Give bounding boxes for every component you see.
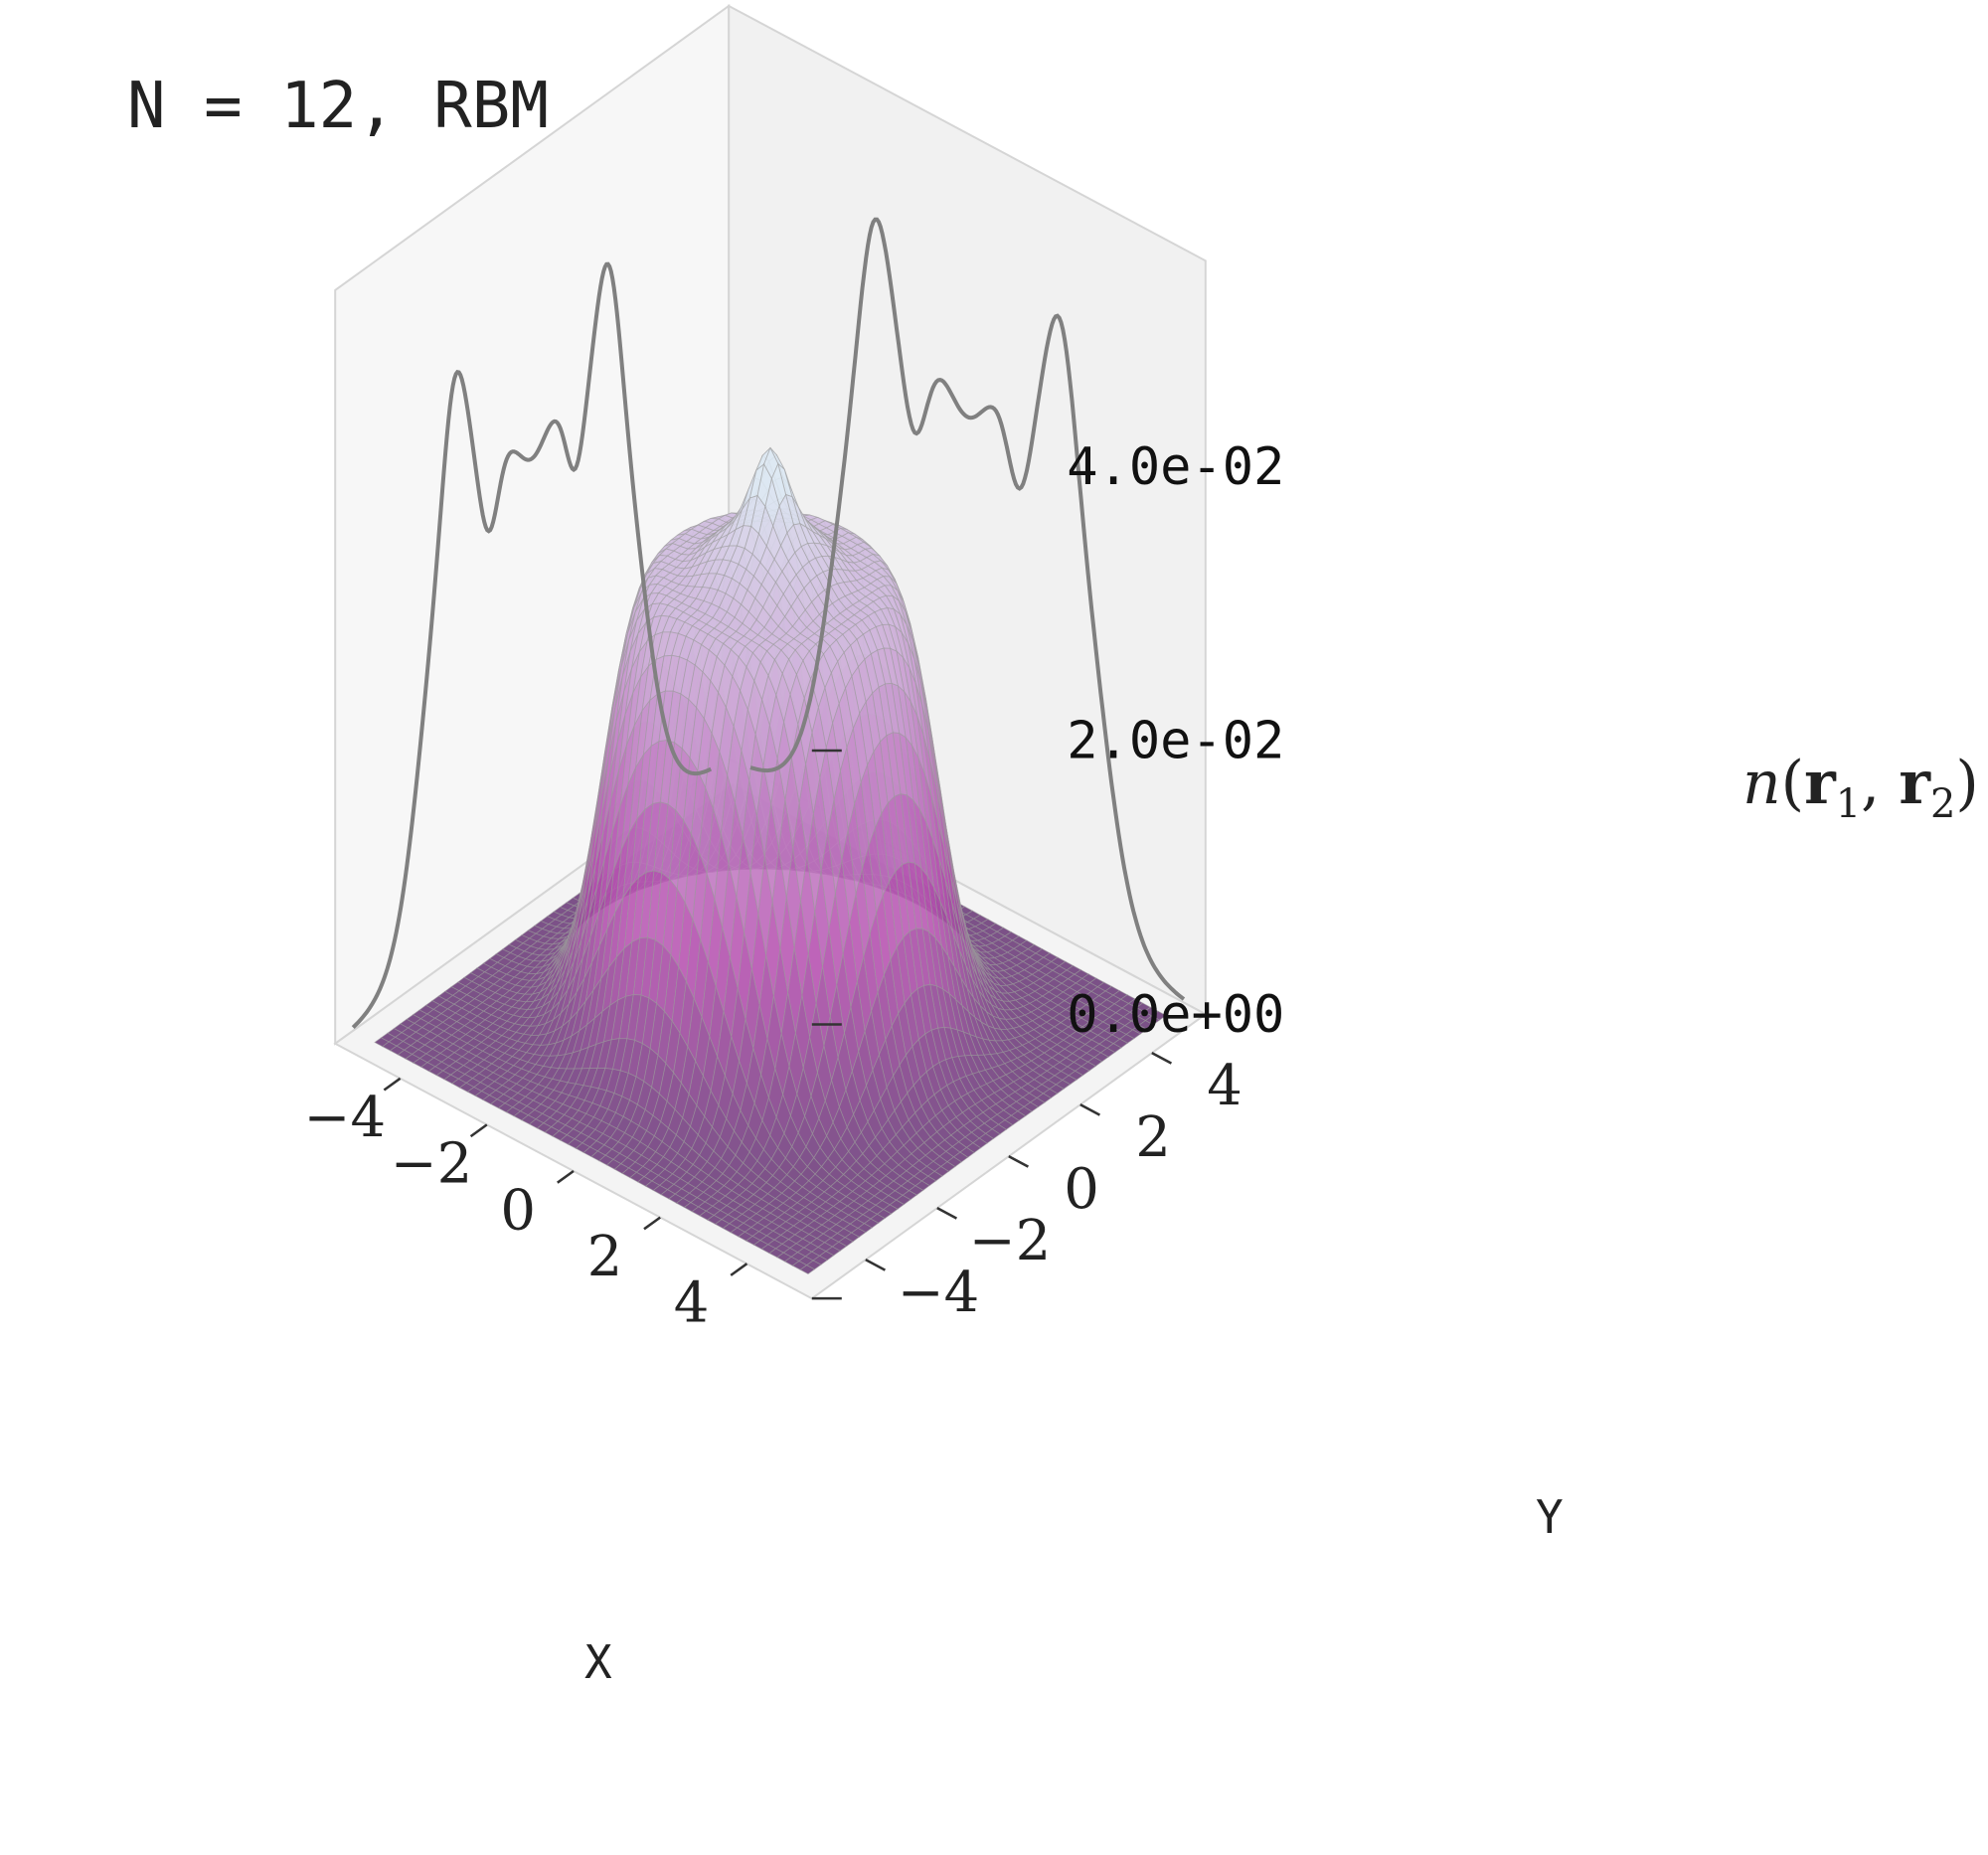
x-axis-label: X [584,1635,612,1689]
x-tick-mark [730,1263,748,1276]
surface-cell [799,1265,816,1275]
z-tick-label: 4.0e-02 [1067,437,1284,497]
y-tick-label: 4 [1207,1054,1242,1118]
z-axis-label: n(r1, r2) [1742,749,1979,827]
density-surface [374,446,1167,1275]
y-tick-mark [1079,1103,1101,1116]
y-axis-label: Y [1536,1490,1564,1544]
marginal-projections [351,217,1186,1030]
x-tick-label: 2 [587,1225,623,1289]
y-tick-label: −4 [898,1261,980,1325]
y-tick-mark [1008,1155,1030,1168]
y-tick-label: 0 [1064,1157,1099,1222]
x-tick-mark [383,1077,402,1092]
x-tick-label: 0 [500,1178,536,1243]
x-tick-label: −4 [304,1086,387,1150]
x-tick-mark [557,1169,575,1184]
projection-x-marginal [749,217,1186,1001]
y-tick-label: 2 [1135,1105,1171,1170]
x-tick-label: 4 [674,1271,710,1336]
x-tick-label: −2 [391,1132,473,1197]
x-tick-mark [469,1123,488,1138]
projection-y-marginal [351,261,713,1030]
y-tick-mark [865,1259,887,1271]
chart-title: N = 12, RBM [127,70,549,143]
y-tick-mark [1151,1052,1173,1065]
y-tick-label: −2 [969,1209,1052,1273]
x-tick-mark [643,1216,661,1231]
z-tick-label: 2.0e-02 [1067,712,1284,771]
y-tick-mark [936,1207,958,1220]
z-tick-label: 0.0e+00 [1067,985,1284,1045]
